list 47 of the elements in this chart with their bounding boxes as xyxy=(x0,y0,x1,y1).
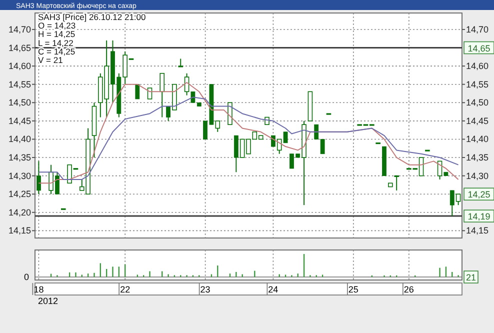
y2-tick-label: 14,45 xyxy=(466,116,489,126)
y2-tick-label: 14,35 xyxy=(466,152,489,163)
text: 0 xyxy=(24,272,29,282)
y2-tick-label: 14,40 xyxy=(466,134,489,144)
candlestick xyxy=(147,88,152,100)
x-tick-label: 25 xyxy=(348,284,358,294)
y-tick-label: 14,35 xyxy=(8,152,31,163)
y-tick-label: 14,60 xyxy=(8,61,31,72)
candlestick xyxy=(394,175,399,191)
text: 21 xyxy=(466,272,476,282)
y2-tick-label: 14,15 xyxy=(466,226,489,236)
y-tick-label: 14,30 xyxy=(8,170,31,181)
text: 2012 xyxy=(38,296,58,306)
y2-tick-label: 14,70 xyxy=(466,24,489,34)
annotation: 14,25 xyxy=(468,190,490,200)
candlestick xyxy=(178,58,184,68)
y2-tick-label: 14,60 xyxy=(466,61,489,72)
y-tick-label: 14,25 xyxy=(8,189,31,200)
annotation: L = 14,22 xyxy=(38,38,74,48)
x-tick-label: 24 xyxy=(268,284,278,294)
x-tick-label: 22 xyxy=(120,284,130,294)
y-tick-label: 14,65 xyxy=(8,42,31,53)
annotation: H = 14,25 xyxy=(38,29,76,40)
y-tick-label: 14,50 xyxy=(8,98,31,108)
y2-tick-label: 14,50 xyxy=(466,98,489,108)
y-tick-label: 14,40 xyxy=(8,134,31,144)
annotation: O = 14,23 xyxy=(38,20,76,31)
annotation: SAH3 [Price] 26.10.12 21:00 xyxy=(38,12,146,22)
x-tick-label: 26 xyxy=(404,284,414,294)
y2-tick-label: 14,30 xyxy=(466,170,489,181)
ref-line-label: 14,19 xyxy=(468,212,490,222)
y-tick-label: 14,45 xyxy=(8,116,31,126)
y-tick-label: 14,20 xyxy=(8,207,31,218)
y-tick-label: 14,70 xyxy=(8,24,31,34)
x-tick-label: 18 xyxy=(34,284,44,294)
line-series xyxy=(38,96,459,180)
candlestick xyxy=(228,102,232,125)
annotation: V = 21 xyxy=(38,55,64,65)
ref-line-label: 14,65 xyxy=(468,43,490,54)
y2-tick-label: 14,55 xyxy=(466,79,489,90)
x-tick-label: 23 xyxy=(200,284,210,294)
y-tick-label: 14,15 xyxy=(8,226,31,236)
candlestick xyxy=(160,72,165,118)
candlestick xyxy=(36,160,41,195)
annotation: C = 14,25 xyxy=(38,46,76,56)
candlestick xyxy=(135,84,140,100)
y-tick-label: 14,55 xyxy=(8,79,31,90)
